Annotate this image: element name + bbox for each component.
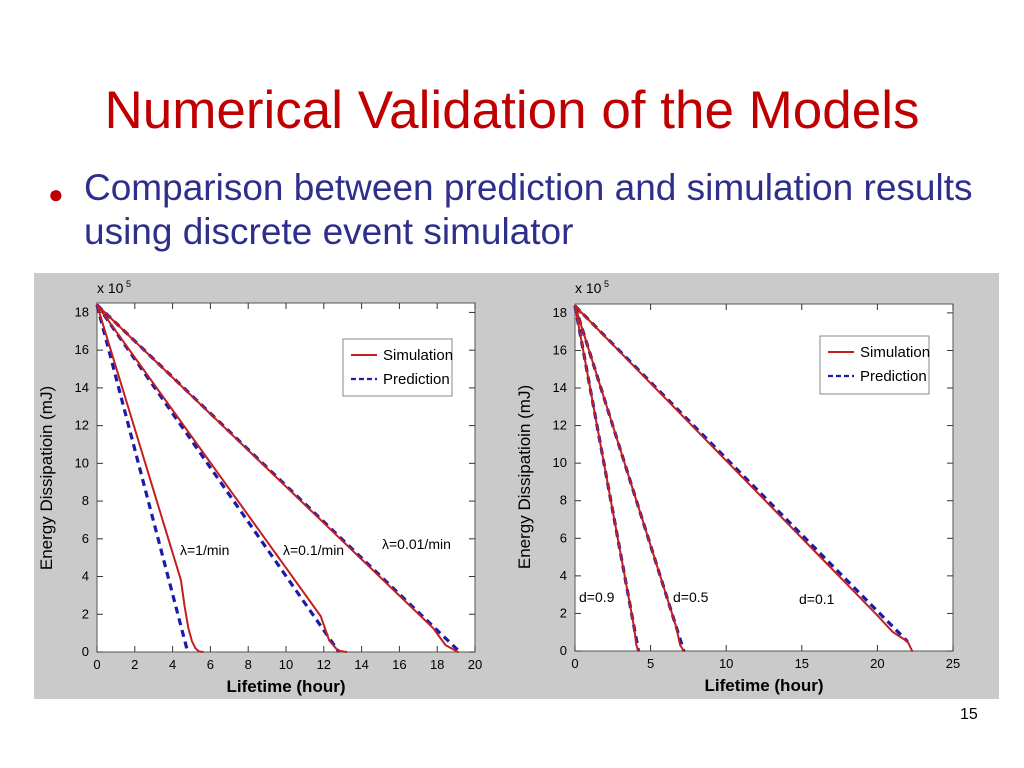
svg-text:10: 10	[719, 656, 733, 671]
svg-text:10: 10	[279, 657, 293, 672]
svg-text:5: 5	[604, 279, 609, 289]
svg-text:Simulation: Simulation	[860, 344, 930, 361]
svg-text:14: 14	[553, 380, 567, 395]
svg-text:18: 18	[430, 657, 444, 672]
svg-text:d=0.9: d=0.9	[579, 589, 615, 605]
svg-text:18: 18	[75, 304, 89, 319]
svg-text:2: 2	[131, 657, 138, 672]
svg-text:12: 12	[75, 418, 89, 433]
svg-text:4: 4	[82, 569, 89, 584]
svg-text:14: 14	[75, 380, 89, 395]
svg-text:0: 0	[560, 643, 567, 658]
svg-text:Simulation: Simulation	[383, 347, 453, 364]
svg-text:20: 20	[870, 656, 884, 671]
svg-text:16: 16	[553, 342, 567, 357]
svg-text:2: 2	[82, 606, 89, 621]
svg-text:15: 15	[795, 656, 809, 671]
svg-text:x 10: x 10	[575, 280, 602, 296]
svg-text:Prediction: Prediction	[383, 371, 450, 388]
svg-text:16: 16	[75, 342, 89, 357]
svg-text:λ=0.1/min: λ=0.1/min	[283, 542, 344, 558]
svg-text:5: 5	[126, 279, 131, 289]
svg-text:Lifetime (hour): Lifetime (hour)	[227, 677, 346, 696]
svg-text:Lifetime (hour): Lifetime (hour)	[705, 676, 824, 695]
svg-text:0: 0	[571, 656, 578, 671]
svg-text:4: 4	[560, 568, 567, 583]
svg-text:d=0.1: d=0.1	[799, 591, 835, 607]
svg-text:8: 8	[82, 493, 89, 508]
svg-text:x 10: x 10	[97, 280, 124, 296]
svg-text:10: 10	[75, 455, 89, 470]
svg-text:25: 25	[946, 656, 960, 671]
svg-text:Energy Dissipatioin (mJ): Energy Dissipatioin (mJ)	[37, 386, 56, 570]
svg-text:20: 20	[468, 657, 482, 672]
svg-text:Prediction: Prediction	[860, 368, 927, 385]
svg-text:0: 0	[93, 657, 100, 672]
svg-text:12: 12	[553, 418, 567, 433]
svg-text:λ=1/min: λ=1/min	[180, 542, 229, 558]
svg-text:10: 10	[553, 455, 567, 470]
svg-text:0: 0	[82, 644, 89, 659]
svg-text:4: 4	[169, 657, 176, 672]
svg-text:8: 8	[560, 493, 567, 508]
svg-text:14: 14	[354, 657, 368, 672]
svg-text:6: 6	[82, 531, 89, 546]
svg-text:d=0.5: d=0.5	[673, 589, 709, 605]
svg-text:8: 8	[245, 657, 252, 672]
svg-text:5: 5	[647, 656, 654, 671]
svg-text:6: 6	[560, 530, 567, 545]
svg-text:λ=0.01/min: λ=0.01/min	[382, 536, 451, 552]
svg-text:2: 2	[560, 605, 567, 620]
svg-text:16: 16	[392, 657, 406, 672]
svg-text:Energy Dissipatioin (mJ): Energy Dissipatioin (mJ)	[515, 385, 534, 569]
svg-text:12: 12	[317, 657, 331, 672]
svg-text:6: 6	[207, 657, 214, 672]
svg-text:18: 18	[553, 305, 567, 320]
